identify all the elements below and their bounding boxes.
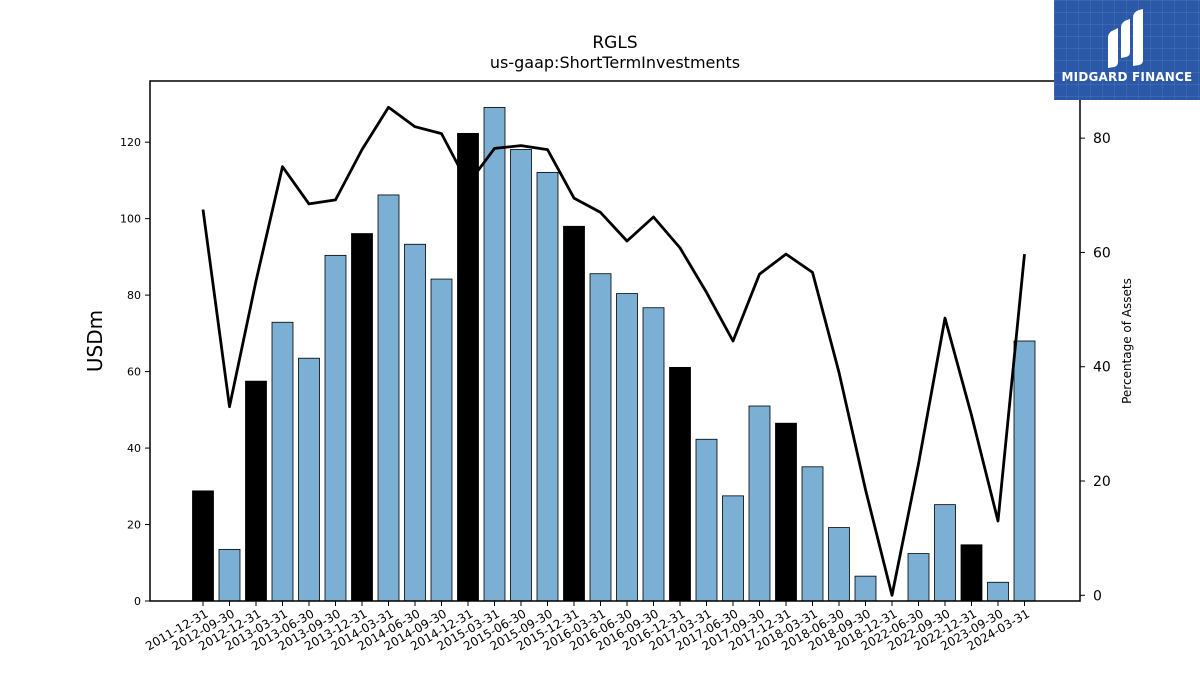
y2-axis-label: Percentage of Assets [1120, 278, 1134, 404]
bar-2023-09-30 [987, 581, 1009, 602]
bar-2013-06-30 [298, 357, 320, 602]
bar-2022-12-31 [960, 544, 983, 602]
line-group [201, 105, 1026, 597]
bar-2014-03-31 [377, 194, 400, 602]
bar-2012-12-31 [245, 380, 267, 602]
y2-tick-label: 40 [1093, 360, 1111, 376]
brand-logo: MIDGARD FINANCE [1054, 0, 1200, 100]
bar-2018-06-30 [828, 527, 850, 602]
right-axis: 0 20 40 60 80 [1080, 131, 1111, 604]
y-tick-label: 40 [127, 442, 141, 455]
bar-2012-09-30 [218, 548, 241, 602]
chart-title: RGLS [592, 33, 637, 53]
y-tick-label: 60 [127, 366, 141, 379]
bar-2015-06-30 [510, 149, 532, 602]
y2-tick-label: 60 [1093, 245, 1111, 261]
y-tick-label: 0 [134, 595, 141, 608]
bar-2015-03-31 [483, 106, 506, 602]
plot-frame [149, 80, 1081, 602]
bar-2017-09-30 [748, 405, 771, 602]
bar-2013-09-30 [324, 254, 347, 602]
bar-2014-06-30 [404, 243, 426, 602]
y2-tick-label: 20 [1093, 474, 1111, 490]
bar-group [192, 106, 1036, 602]
percentage-line [201, 105, 1026, 597]
bar-2013-12-31 [351, 233, 373, 602]
bar-2013-03-31 [271, 321, 294, 602]
bar-2018-09-30 [854, 575, 877, 602]
bar-2018-03-31 [801, 466, 824, 602]
bar-2024-03-31 [1013, 340, 1036, 602]
midgard-logo-icon [1108, 9, 1143, 68]
bar-2014-12-31 [457, 132, 479, 602]
y-tick-label: 80 [127, 289, 141, 302]
bar-2015-09-30 [536, 171, 559, 602]
bar-2022-06-30 [907, 553, 930, 602]
y-axis-label: USDm [83, 310, 107, 372]
bar-2017-06-30 [722, 495, 744, 602]
chart-subtitle: us-gaap:ShortTermInvestments [490, 53, 740, 72]
bar-2017-12-31 [775, 422, 797, 602]
bar-2022-09-30 [934, 504, 956, 602]
bar-2014-09-30 [430, 278, 453, 602]
bar-2016-03-31 [589, 273, 612, 602]
left-axis: 0 20 40 60 80 100 120 [120, 136, 150, 608]
brand-name: MIDGARD FINANCE [1061, 70, 1193, 84]
y-tick-label: 120 [120, 136, 141, 149]
bar-2011-12-31 [192, 490, 214, 602]
bar-2016-09-30 [642, 307, 665, 602]
y2-tick-label: 0 [1093, 588, 1102, 604]
y-tick-label: 20 [127, 519, 141, 532]
bar-2016-12-31 [669, 366, 691, 602]
bar-2015-12-31 [563, 225, 585, 602]
y-tick-label: 100 [120, 213, 141, 226]
x-axis: 2011-12-312012-09-302012-12-312013-03-31… [143, 601, 1032, 653]
y2-tick-label: 80 [1093, 131, 1111, 147]
bar-2017-03-31 [695, 438, 718, 602]
bar-2016-06-30 [616, 293, 638, 602]
